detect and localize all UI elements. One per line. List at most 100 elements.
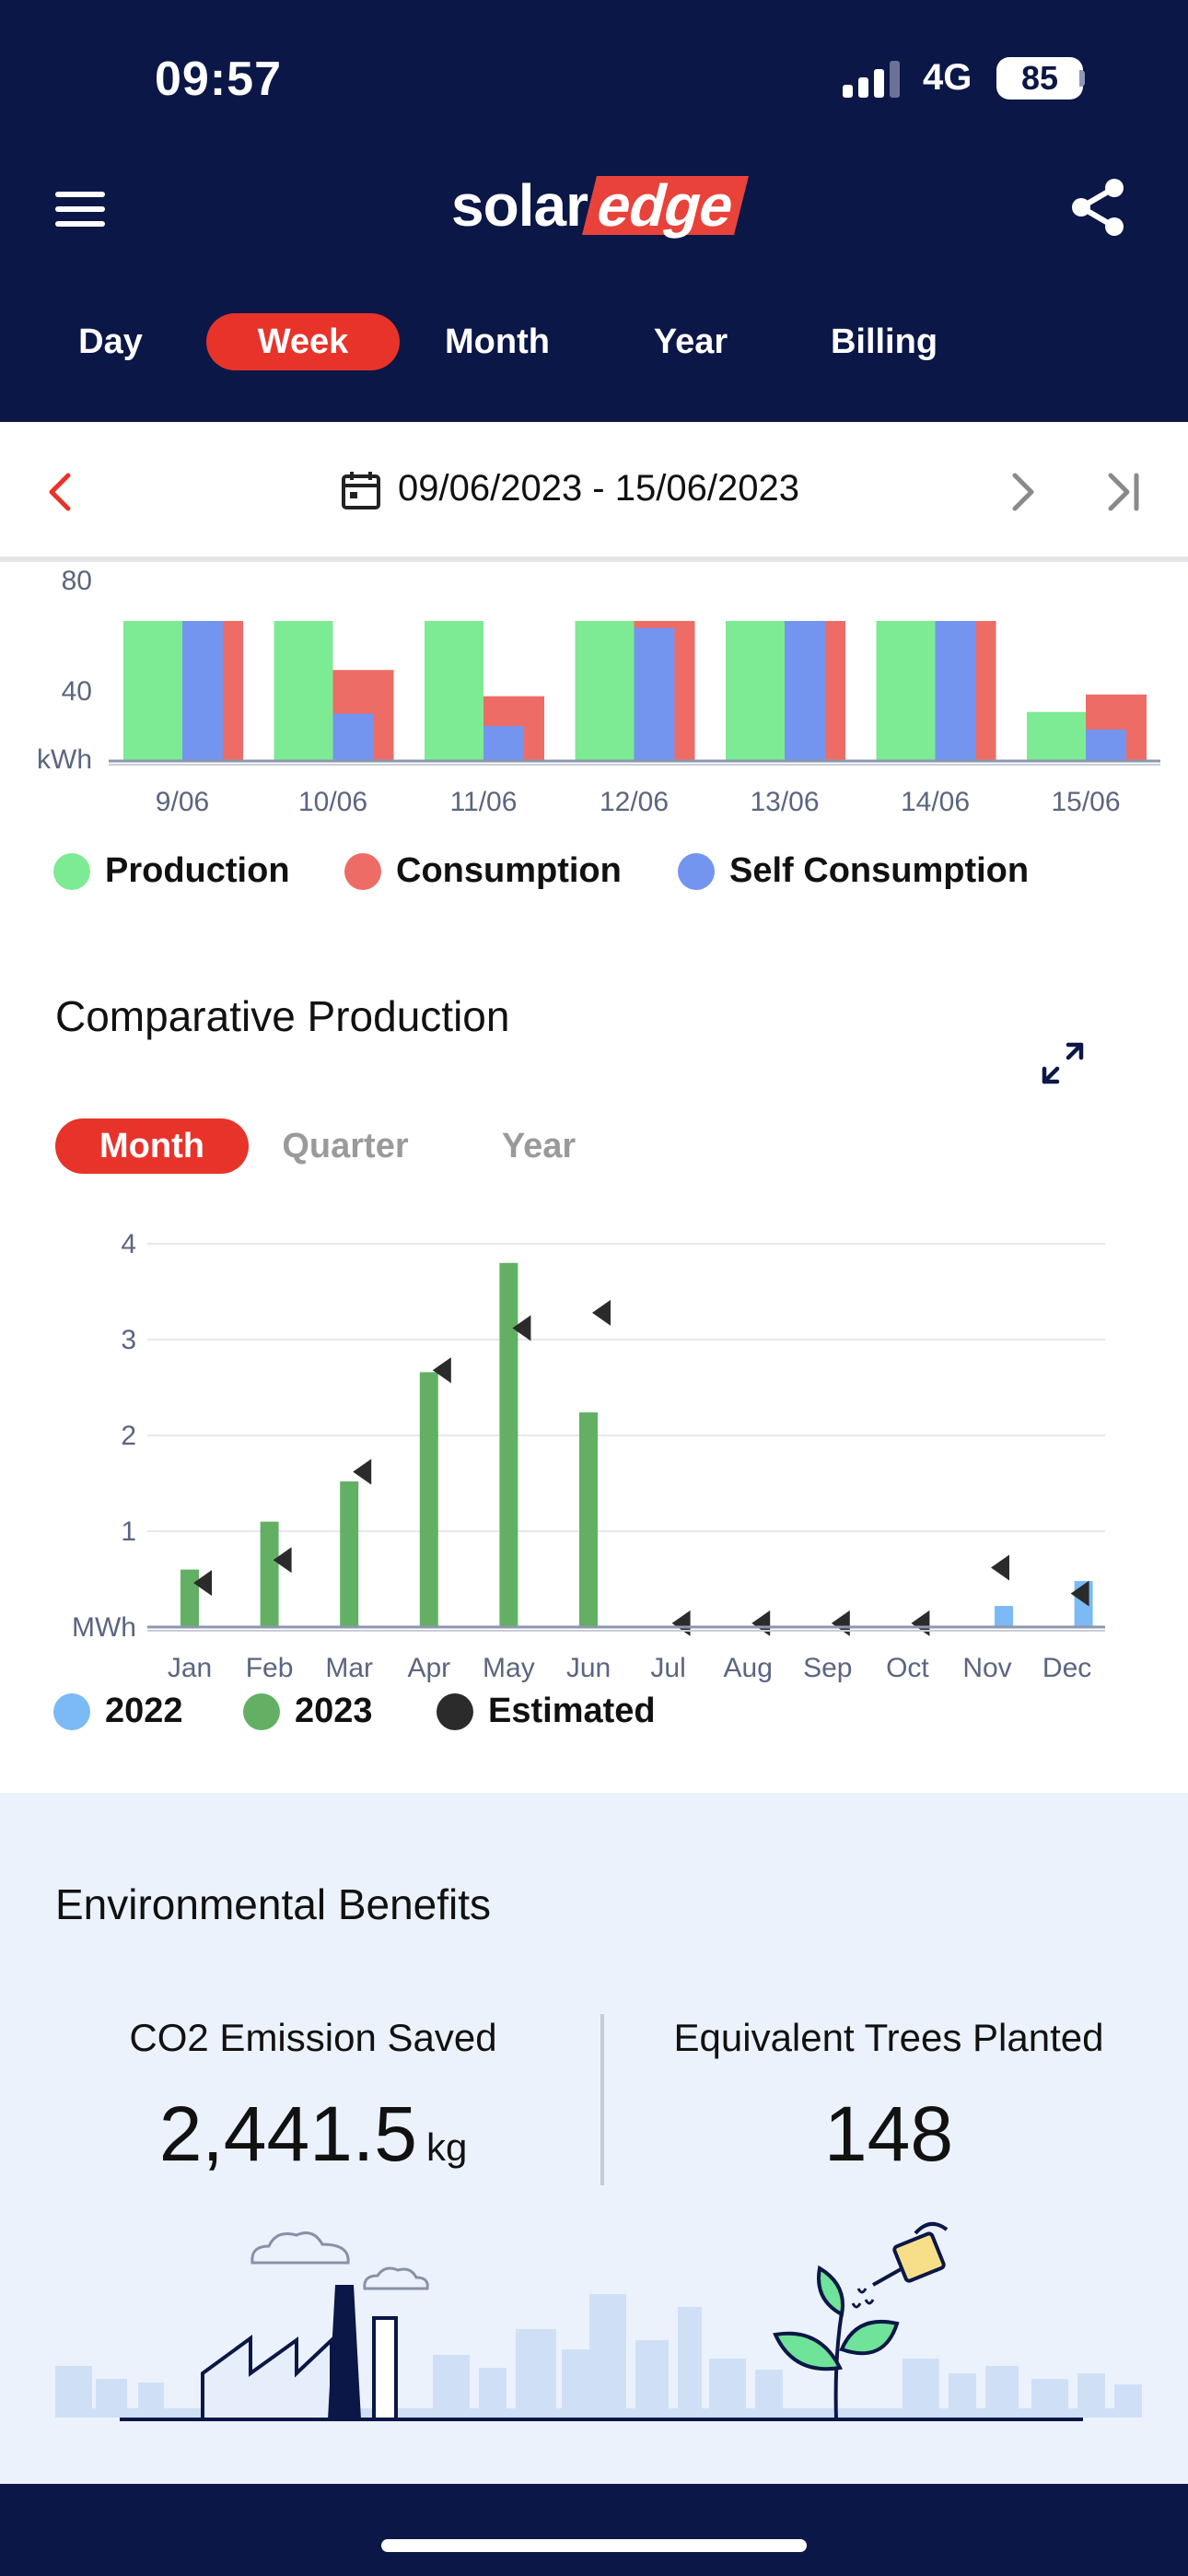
city-skyline-illustration — [55, 2294, 1142, 2418]
weekly-xlabel-15/06: 15/06 — [1051, 787, 1120, 817]
weekly-bar-production-9/06[interactable] — [123, 621, 182, 761]
weekly-xlabel-14/06: 14/06 — [901, 787, 970, 817]
comparative-bar-2023-May[interactable] — [499, 1262, 518, 1627]
tab-week[interactable]: Week — [206, 313, 400, 370]
comparative-estimated-marker-Oct[interactable] — [911, 1610, 930, 1636]
battery-cap — [1079, 70, 1085, 87]
legend-consumption-label: Consumption — [396, 851, 622, 890]
comparative-tab-quarter[interactable]: Quarter — [282, 1127, 409, 1165]
comparative-estimated-marker-May[interactable] — [512, 1315, 531, 1341]
comparative-xlabel-May: May — [483, 1653, 535, 1683]
legend-2022-label: 2022 — [105, 1692, 183, 1730]
legend-self-consumption-label: Self Consumption — [729, 851, 1030, 890]
environment-illustration — [55, 2222, 1142, 2421]
weekly-xlabel-9/06: 9/06 — [156, 787, 209, 817]
comparative-bar-2023-Jan[interactable] — [181, 1569, 199, 1627]
weekly-bar-self-consumption-11/06[interactable] — [483, 726, 524, 761]
solaredge-logo: solar edge — [451, 171, 750, 240]
weekly-xlabel-10/06: 10/06 — [298, 787, 367, 817]
battery-level: 85 — [996, 57, 1083, 100]
weekly-bar-production-12/06[interactable] — [575, 621, 635, 761]
weekly-bar-production-14/06[interactable] — [876, 621, 936, 761]
share-icon[interactable] — [1068, 177, 1129, 238]
factory-illustration — [201, 2285, 398, 2421]
comparative-bar-2023-Mar[interactable] — [340, 1481, 359, 1627]
co2-unit: kg — [425, 2125, 468, 2169]
comparative-tab-year[interactable]: Year — [501, 1127, 577, 1165]
expand-icon[interactable] — [1041, 1041, 1085, 1085]
signal-icon — [843, 61, 900, 98]
weekly-bar-production-13/06[interactable] — [726, 621, 785, 761]
legend-consumption-dot — [344, 852, 381, 890]
tab-year[interactable]: Year — [653, 322, 728, 361]
weekly-bar-self-consumption-14/06[interactable] — [935, 621, 976, 761]
comparative-xlabel-Oct: Oct — [886, 1653, 929, 1683]
weekly-bar-production-10/06[interactable] — [274, 621, 333, 761]
legend-2023-label: 2023 — [295, 1692, 373, 1730]
legend-estimated-dot — [437, 1692, 473, 1730]
comparative-xlabel-Aug: Aug — [724, 1653, 773, 1683]
network-type: 4G — [923, 57, 973, 98]
weekly-bar-self-consumption-9/06[interactable] — [182, 621, 223, 761]
weekly-bar-self-consumption-13/06[interactable] — [785, 621, 825, 761]
legend-consumption: Consumption — [344, 851, 622, 891]
next-period-icon[interactable] — [1009, 472, 1037, 512]
weekly-bar-self-consumption-15/06[interactable] — [1086, 729, 1126, 761]
comparative-estimated-marker-Feb[interactable] — [273, 1547, 292, 1574]
comparative-estimated-marker-Jan[interactable] — [193, 1570, 212, 1597]
comparative-bar-2023-Feb[interactable] — [260, 1521, 279, 1627]
trees-value: 148 — [823, 2090, 954, 2177]
legend-self-consumption-dot — [678, 852, 715, 890]
comparative-estimated-marker-Dec[interactable] — [1070, 1580, 1089, 1607]
comparative-estimated-marker-Mar[interactable] — [353, 1458, 372, 1485]
weekly-bar-self-consumption-12/06[interactable] — [634, 627, 675, 761]
tab-billing[interactable]: Billing — [830, 322, 938, 361]
comparative-bar-2023-Apr[interactable] — [419, 1372, 438, 1627]
status-time: 09:57 — [155, 53, 282, 106]
comparative-estimated-marker-Nov[interactable] — [991, 1554, 1009, 1581]
cloud-icon — [250, 2231, 429, 2290]
weekly-xlabel-13/06: 13/06 — [750, 787, 819, 817]
jump-to-latest-icon[interactable] — [1105, 472, 1142, 512]
comparative-estimated-marker-Jul[interactable] — [671, 1610, 691, 1636]
env-divider — [600, 2014, 604, 2185]
comparative-xlabel-Apr: Apr — [407, 1653, 450, 1683]
comparative-ytick-4: 4 — [121, 1229, 136, 1259]
legend-2022: 2022 — [53, 1692, 183, 1731]
weekly-ytick-40: 40 — [62, 676, 92, 707]
legend-production-dot — [53, 852, 90, 890]
comparative-ytick-3: 3 — [121, 1325, 136, 1355]
comparative-bar-2022-Nov[interactable] — [995, 1606, 1013, 1627]
bottom-bar — [0, 2484, 1188, 2576]
legend-self-consumption: Self Consumption — [678, 851, 1029, 891]
comparative-xlabel-Jun: Jun — [566, 1653, 611, 1683]
comparative-xlabel-Sep: Sep — [803, 1653, 852, 1683]
previous-period-icon[interactable] — [46, 472, 74, 512]
co2-value: 2,441.5 — [158, 2090, 417, 2177]
home-indicator[interactable] — [381, 2539, 807, 2552]
comparative-estimated-marker-Sep[interactable] — [831, 1610, 850, 1636]
comparative-estimated-marker-Jun[interactable] — [592, 1299, 611, 1326]
weekly-unit-label: kWh — [37, 744, 92, 775]
trees-label: Equivalent Trees Planted — [673, 2016, 1104, 2059]
watering-can-icon — [851, 2222, 949, 2309]
hamburger-menu-icon[interactable] — [55, 192, 105, 227]
comparative-tab-month[interactable]: Month — [55, 1118, 249, 1174]
comparative-xlabel-Dec: Dec — [1042, 1653, 1091, 1683]
logo-solar-text: solar — [451, 172, 588, 239]
environmental-benefits-title: Environmental Benefits — [55, 1880, 492, 1928]
weekly-ytick-80: 80 — [62, 568, 92, 596]
tab-month[interactable]: Month — [445, 322, 550, 361]
comparative-ytick-1: 1 — [121, 1516, 136, 1547]
tab-day[interactable]: Day — [78, 322, 143, 361]
weekly-bar-self-consumption-10/06[interactable] — [332, 713, 374, 761]
calendar-icon[interactable] — [341, 470, 381, 510]
legend-estimated-label: Estimated — [488, 1692, 656, 1730]
date-range-text[interactable]: 09/06/2023 - 15/06/2023 — [398, 468, 799, 509]
weekly-bar-production-11/06[interactable] — [425, 621, 483, 761]
comparative-estimated-marker-Apr[interactable] — [432, 1357, 451, 1384]
comparative-estimated-marker-Aug[interactable] — [751, 1610, 771, 1636]
comparative-bar-2023-Jun[interactable] — [579, 1412, 598, 1627]
weekly-bar-production-15/06[interactable] — [1027, 711, 1086, 761]
comparative-production-title: Comparative Production — [55, 992, 510, 1040]
